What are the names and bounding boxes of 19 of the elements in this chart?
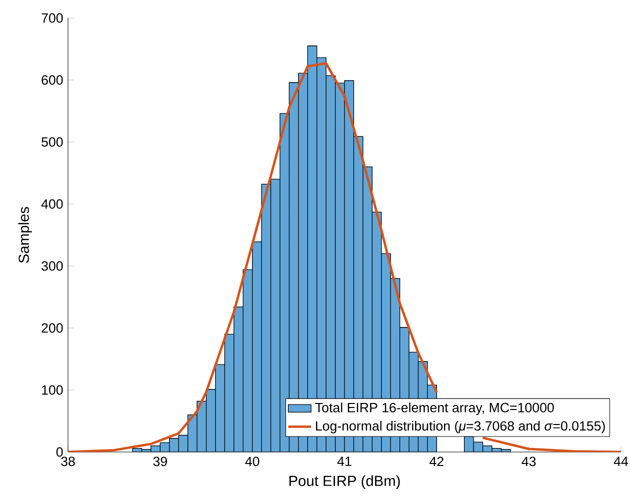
x-tick-label: 40 bbox=[245, 456, 260, 466]
legend-label: Log-normal distribution (μ=3.7068 and σ=0.0155) bbox=[316, 420, 605, 434]
y-tick-label: 500 bbox=[42, 137, 63, 147]
y-tick-label: 700 bbox=[42, 13, 63, 23]
y-tick-label: 400 bbox=[41, 199, 63, 209]
y-tick-label: 100 bbox=[42, 385, 63, 395]
y-tick-label: 300 bbox=[42, 261, 63, 271]
y-tick-label: 200 bbox=[42, 323, 63, 333]
y-tick-label: 0 bbox=[56, 447, 63, 457]
legend-label: Total EIRP 16-element array, MC=10000 bbox=[315, 402, 554, 415]
x-tick-label: 41 bbox=[337, 456, 352, 466]
y-axis-title: Samples bbox=[18, 207, 32, 263]
x-axis-title: Pout EIRP (dBm) bbox=[289, 475, 400, 489]
x-tick-label: 44 bbox=[614, 456, 628, 466]
y-tick-label: 600 bbox=[42, 75, 63, 85]
x-tick-label: 43 bbox=[522, 456, 536, 466]
x-tick-label: 39 bbox=[153, 456, 167, 466]
x-tick-label: 42 bbox=[430, 456, 444, 466]
x-tick-label: 38 bbox=[61, 456, 75, 466]
